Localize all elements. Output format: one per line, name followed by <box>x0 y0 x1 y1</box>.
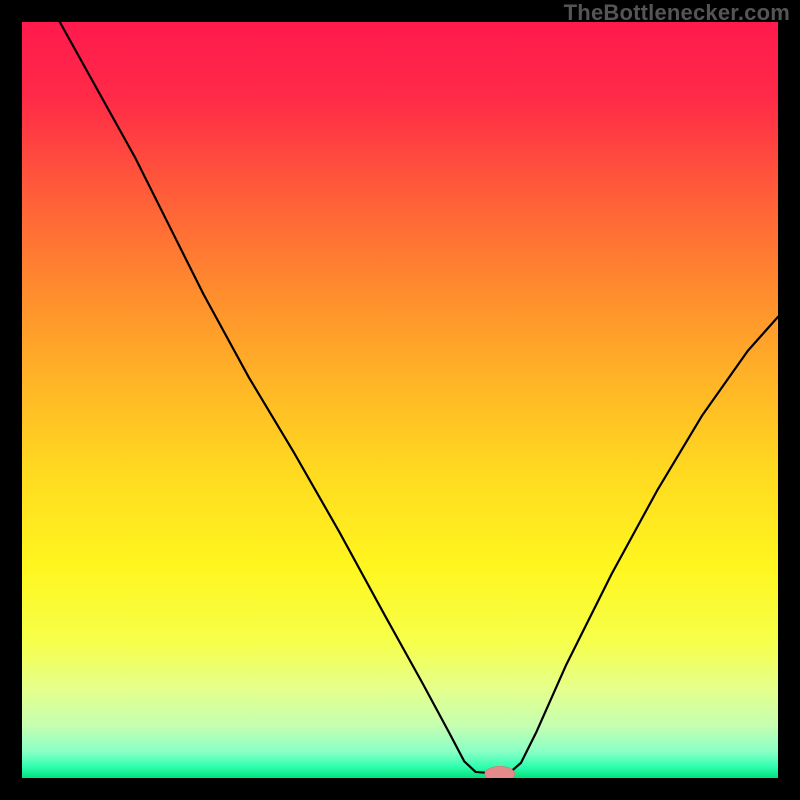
plot-area <box>22 22 778 778</box>
curves-layer <box>22 22 778 778</box>
bottleneck-curve <box>60 22 778 773</box>
watermark-text: TheBottlenecker.com <box>564 0 790 26</box>
chart-stage: TheBottlenecker.com <box>0 0 800 800</box>
valley-marker <box>485 766 515 778</box>
